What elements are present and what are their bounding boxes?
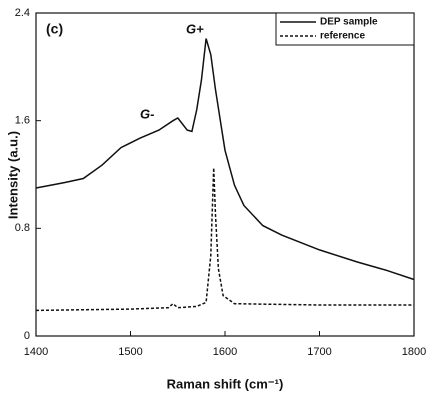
y-axis-label: Intensity (a.u.) bbox=[5, 131, 20, 219]
series-line bbox=[35, 167, 414, 312]
x-tick-label: 1400 bbox=[24, 346, 48, 358]
x-tick-label: 1700 bbox=[307, 346, 331, 358]
x-tick-label: 1600 bbox=[213, 346, 237, 358]
series-line bbox=[35, 38, 415, 281]
x-tick-label: 1500 bbox=[118, 346, 142, 358]
legend-label: DEP sample bbox=[320, 17, 378, 28]
x-axis-label: Raman shift (cm⁻¹) bbox=[167, 376, 284, 391]
x-tick-label: 1800 bbox=[402, 346, 426, 358]
y-tick-label: 2.4 bbox=[15, 7, 30, 19]
plot-frame bbox=[35, 12, 415, 337]
legend-box bbox=[275, 12, 415, 46]
annotation: G- bbox=[140, 106, 154, 121]
legend-label: reference bbox=[320, 31, 365, 42]
panel-label: (c) bbox=[46, 21, 63, 37]
y-tick-label: 1.6 bbox=[15, 115, 30, 127]
annotation: G+ bbox=[186, 21, 204, 36]
y-tick-label: 0 bbox=[24, 330, 30, 342]
y-tick-label: 0.8 bbox=[15, 222, 30, 234]
